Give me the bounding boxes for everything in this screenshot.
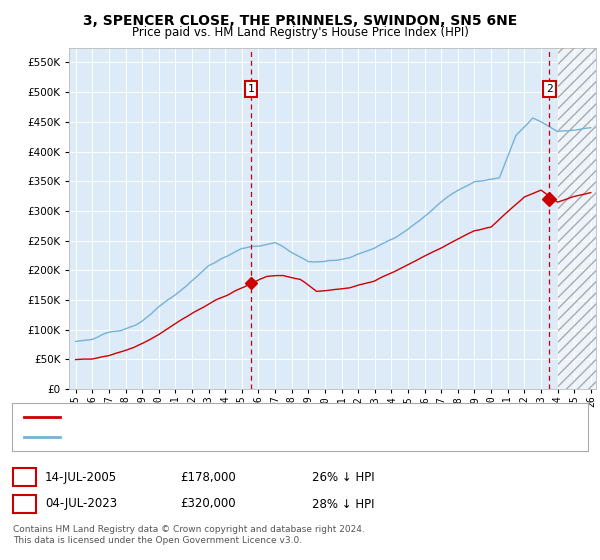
Text: 14-JUL-2005: 14-JUL-2005 xyxy=(45,470,117,484)
Text: 3, SPENCER CLOSE, THE PRINNELS, SWINDON, SN5 6NE (detached house): 3, SPENCER CLOSE, THE PRINNELS, SWINDON,… xyxy=(69,412,454,422)
Text: Price paid vs. HM Land Registry's House Price Index (HPI): Price paid vs. HM Land Registry's House … xyxy=(131,26,469,39)
Text: 28% ↓ HPI: 28% ↓ HPI xyxy=(312,497,374,511)
Text: Contains HM Land Registry data © Crown copyright and database right 2024.
This d: Contains HM Land Registry data © Crown c… xyxy=(13,525,365,545)
Text: 26% ↓ HPI: 26% ↓ HPI xyxy=(312,470,374,484)
Bar xyxy=(557,48,596,389)
Bar xyxy=(557,48,596,389)
Text: £178,000: £178,000 xyxy=(180,470,236,484)
Text: 2: 2 xyxy=(546,84,553,94)
Text: 3, SPENCER CLOSE, THE PRINNELS, SWINDON, SN5 6NE: 3, SPENCER CLOSE, THE PRINNELS, SWINDON,… xyxy=(83,14,517,28)
Text: 1: 1 xyxy=(21,470,28,484)
Text: £320,000: £320,000 xyxy=(180,497,236,511)
Text: 1: 1 xyxy=(247,84,254,94)
Text: HPI: Average price, detached house, Swindon: HPI: Average price, detached house, Swin… xyxy=(69,432,306,442)
Text: 2: 2 xyxy=(21,497,28,511)
Text: 04-JUL-2023: 04-JUL-2023 xyxy=(45,497,117,511)
